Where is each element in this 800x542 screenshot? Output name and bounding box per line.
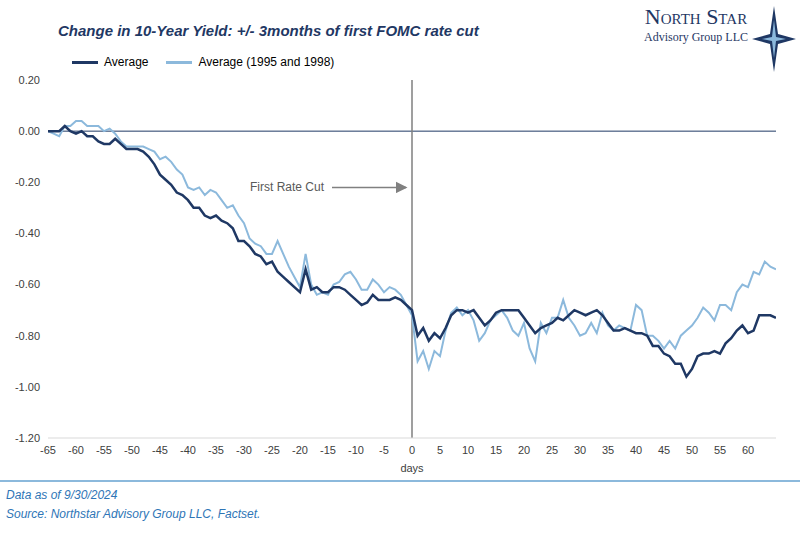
svg-text:5: 5 (437, 444, 443, 456)
html-text:Advisory Group LLC: Advisory Group LLC (644, 30, 748, 44)
svg-text:40: 40 (630, 444, 642, 456)
svg-text:-15: -15 (320, 444, 336, 456)
svg-text:-35: -35 (208, 444, 224, 456)
svg-text:0.20: 0.20 (19, 74, 40, 86)
svg-text:10: 10 (462, 444, 474, 456)
svg-text:-25: -25 (264, 444, 280, 456)
svg-text:-60: -60 (68, 444, 84, 456)
svg-text:25: 25 (546, 444, 558, 456)
svg-text:-20: -20 (292, 444, 308, 456)
svg-text:-65: -65 (40, 444, 56, 456)
svg-text:-10: -10 (348, 444, 364, 456)
svg-text:-45: -45 (152, 444, 168, 456)
svg-text:-50: -50 (124, 444, 140, 456)
svg-text:-0.20: -0.20 (15, 176, 40, 188)
svg-text:-0.60: -0.60 (15, 278, 40, 290)
svg-text:-0.40: -0.40 (15, 227, 40, 239)
html-text:Data as of 9/30/2024: Data as of 9/30/2024 (6, 488, 118, 502)
svg-text:-1.20: -1.20 (15, 432, 40, 444)
svg-text:60: 60 (742, 444, 754, 456)
html-text:Change in 10-Year Yield: +/- 3: Change in 10-Year Yield: +/- 3months of … (58, 22, 479, 39)
html-text:Source: Northstar Advisory Gro: Source: Northstar Advisory Group LLC, Fa… (6, 507, 261, 521)
svg-text:50: 50 (686, 444, 698, 456)
svg-text:35: 35 (602, 444, 614, 456)
html-text:Average (1995 and 1998): Average (1995 and 1998) (198, 55, 335, 69)
html-text:North Star: North Star (644, 4, 748, 29)
svg-text:15: 15 (490, 444, 502, 456)
svg-text:45: 45 (658, 444, 670, 456)
svg-text:20: 20 (518, 444, 530, 456)
svg-text:30: 30 (574, 444, 586, 456)
svg-text:0.00: 0.00 (19, 125, 40, 137)
svg-text:-40: -40 (180, 444, 196, 456)
svg-text:-30: -30 (236, 444, 252, 456)
svg-text:-55: -55 (96, 444, 112, 456)
svg-text:First Rate Cut: First Rate Cut (250, 180, 325, 194)
svg-text:-5: -5 (379, 444, 389, 456)
html-text:Average: Average (104, 55, 149, 69)
svg-text:days: days (400, 462, 424, 474)
svg-text:-0.80: -0.80 (15, 330, 40, 342)
svg-text:55: 55 (714, 444, 726, 456)
svg-text:-1.00: -1.00 (15, 381, 40, 393)
svg-text:0: 0 (409, 444, 415, 456)
